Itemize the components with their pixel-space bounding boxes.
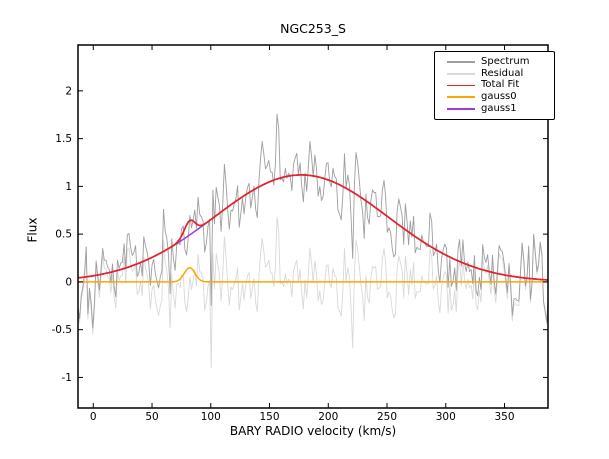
legend-label: Total Fit bbox=[481, 79, 520, 91]
series-total-fit bbox=[78, 174, 548, 281]
legend-item: Spectrum bbox=[447, 56, 546, 68]
legend-line-sample bbox=[447, 108, 475, 110]
y-axis-label: Flux bbox=[25, 217, 40, 242]
tick-marks bbox=[78, 45, 548, 408]
x-tick-label: 250 bbox=[377, 411, 397, 423]
legend-line-sample bbox=[447, 72, 475, 75]
y-axis-label-wrap: Flux bbox=[20, 0, 44, 459]
legend-label: gauss0 bbox=[481, 91, 517, 103]
y-tick-label: 2 bbox=[65, 85, 72, 97]
x-tick-label: 50 bbox=[145, 411, 158, 423]
y-tick-label: 1.5 bbox=[55, 133, 72, 145]
x-tick-label: 350 bbox=[495, 411, 515, 423]
legend-item: Residual bbox=[447, 68, 546, 80]
y-tick-label: 0.5 bbox=[55, 229, 72, 241]
tick-labels: 0 50 100 150 200 250 300 350 -1 -0.5 0 0.5 1 1.5 2 bbox=[52, 85, 515, 423]
x-tick-label: 150 bbox=[260, 411, 280, 423]
x-tick-label: 100 bbox=[201, 411, 221, 423]
x-tick-label: 200 bbox=[318, 411, 338, 423]
y-tick-label: 1 bbox=[65, 181, 72, 193]
legend-line-sample bbox=[447, 61, 475, 63]
y-tick-label: 0 bbox=[65, 276, 72, 288]
legend-label: Spectrum bbox=[481, 55, 530, 67]
series-lines bbox=[78, 113, 548, 369]
series-gauss0 bbox=[78, 266, 548, 283]
x-axis-label: BARY RADIO velocity (km/s) bbox=[229, 424, 397, 438]
legend-line-sample bbox=[447, 84, 475, 87]
x-tick-label: 0 bbox=[90, 411, 97, 423]
legend-line-sample bbox=[447, 96, 475, 99]
legend-label: gauss1 bbox=[481, 103, 517, 115]
axes-frame bbox=[77, 44, 549, 409]
legend-label: Residual bbox=[481, 67, 524, 79]
series-spectrum bbox=[78, 113, 548, 329]
y-tick-label: -0.5 bbox=[52, 324, 73, 336]
legend: Spectrum Residual Total Fit gauss0 gauss1 bbox=[434, 51, 555, 120]
series-residual bbox=[78, 216, 548, 369]
legend-item: gauss0 bbox=[447, 91, 546, 103]
x-tick-label: 300 bbox=[436, 411, 456, 423]
legend-item: gauss1 bbox=[447, 103, 546, 115]
legend-item: Total Fit bbox=[447, 80, 546, 92]
chart-title: NGC253_S bbox=[280, 21, 346, 36]
y-tick-label: -1 bbox=[62, 372, 72, 384]
